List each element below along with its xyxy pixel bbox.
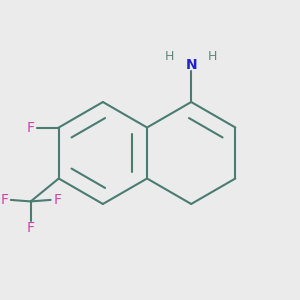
Text: H: H: [208, 50, 217, 63]
Text: F: F: [27, 121, 35, 134]
Text: F: F: [27, 221, 35, 235]
Text: F: F: [53, 193, 61, 207]
Text: F: F: [0, 193, 8, 207]
Text: H: H: [165, 50, 175, 63]
Text: N: N: [185, 58, 197, 72]
